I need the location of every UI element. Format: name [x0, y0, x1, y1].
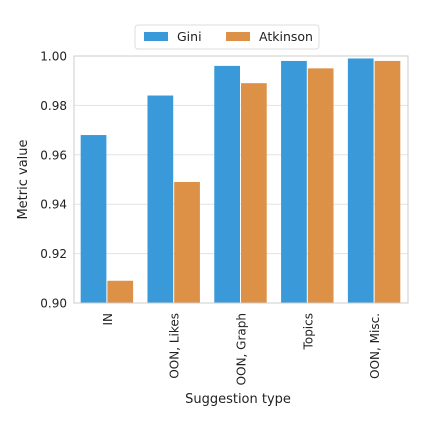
bars-layer — [80, 58, 401, 304]
y-tick-label: 0.90 — [40, 297, 67, 311]
legend-label-atkinson: Atkinson — [259, 29, 313, 44]
bar-atkinson-1 — [174, 181, 200, 303]
y-axis-label: Metric value — [16, 139, 31, 219]
x-tick-label: Topics — [301, 313, 315, 350]
x-tick-label: OON, Graph — [235, 313, 249, 385]
bar-gini-1 — [147, 95, 174, 304]
y-tick-label: 0.94 — [40, 198, 67, 212]
y-tick-label: 1.00 — [40, 50, 67, 64]
legend-swatch-atkinson — [226, 32, 250, 41]
x-tick-label: IN — [101, 313, 115, 326]
bar-gini-0 — [80, 135, 107, 303]
x-axis-label: Suggestion type — [185, 392, 291, 407]
y-tick-labels: 0.90 0.92 0.94 0.96 0.98 1.00 — [40, 50, 67, 311]
legend-label-gini: Gini — [177, 29, 202, 44]
legend-swatch-gini — [144, 32, 168, 41]
x-tick-labels: IN OON, Likes OON, Graph Topics OON, Misc. — [101, 313, 382, 385]
bar-gini-2 — [214, 65, 240, 303]
bar-atkinson-2 — [241, 83, 267, 303]
bar-atkinson-3 — [307, 68, 334, 303]
x-tick-label: OON, Likes — [168, 313, 182, 379]
x-tick-label: OON, Misc. — [368, 313, 382, 379]
bar-gini-3 — [281, 60, 307, 303]
bar-atkinson-4 — [374, 60, 401, 303]
legend: Gini Atkinson — [134, 24, 320, 50]
bar-atkinson-0 — [107, 280, 134, 303]
y-tick-label: 0.96 — [40, 148, 67, 162]
y-tick-label: 0.92 — [40, 247, 67, 261]
y-tick-label: 0.98 — [40, 99, 67, 113]
plot-frame — [73, 55, 409, 304]
bar-gini-4 — [347, 58, 374, 303]
